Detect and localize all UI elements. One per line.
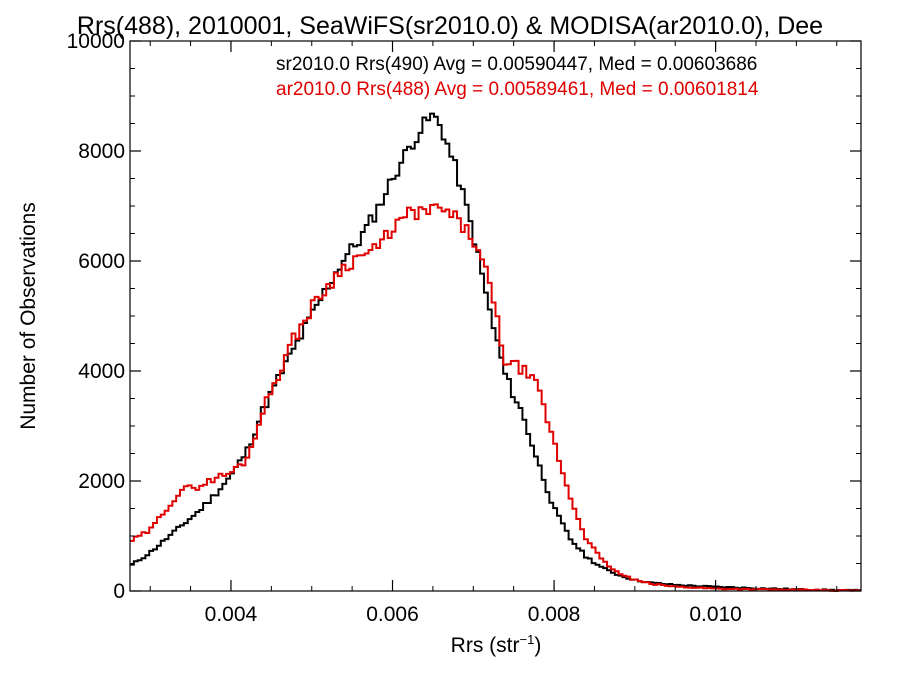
y-tick-label: 2000 [78,470,125,493]
ticks-layer: 0.004 0.006 0.008 0.010 0 2000 4000 6000 8000 100… [67,30,861,626]
legend-entry-red: ar2010.0 Rrs(488) Avg = 0.00589461, Med … [276,79,759,100]
y-tick-label: 0 [113,580,125,603]
y-tick-label: 4000 [78,360,125,383]
x-tick-label: 0.006 [366,603,419,626]
series-sr2010-line [130,112,861,592]
x-axis-label-sup: −1 [520,632,535,647]
x-axis-label-main: Rrs (str [451,634,520,657]
series-layer [130,112,861,592]
y-axis-label: Number of Observations [17,202,40,430]
x-axis-label-close: ) [534,634,541,657]
x-tick-label: 0.004 [205,603,258,626]
x-tick-label: 0.008 [528,603,581,626]
legend-entry-black: sr2010.0 Rrs(490) Avg = 0.00590447, Med … [276,54,757,75]
x-axis-label: Rrs (str−1) [451,632,542,657]
x-tick-label: 0.010 [689,603,742,626]
chart-title: Rrs(488), 2010001, SeaWiFS(sr2010.0) & M… [77,12,823,40]
y-tick-label: 8000 [78,140,125,163]
series-ar2010-line [130,203,861,592]
y-tick-label: 6000 [78,250,125,273]
y-tick-label: 10000 [67,30,125,53]
